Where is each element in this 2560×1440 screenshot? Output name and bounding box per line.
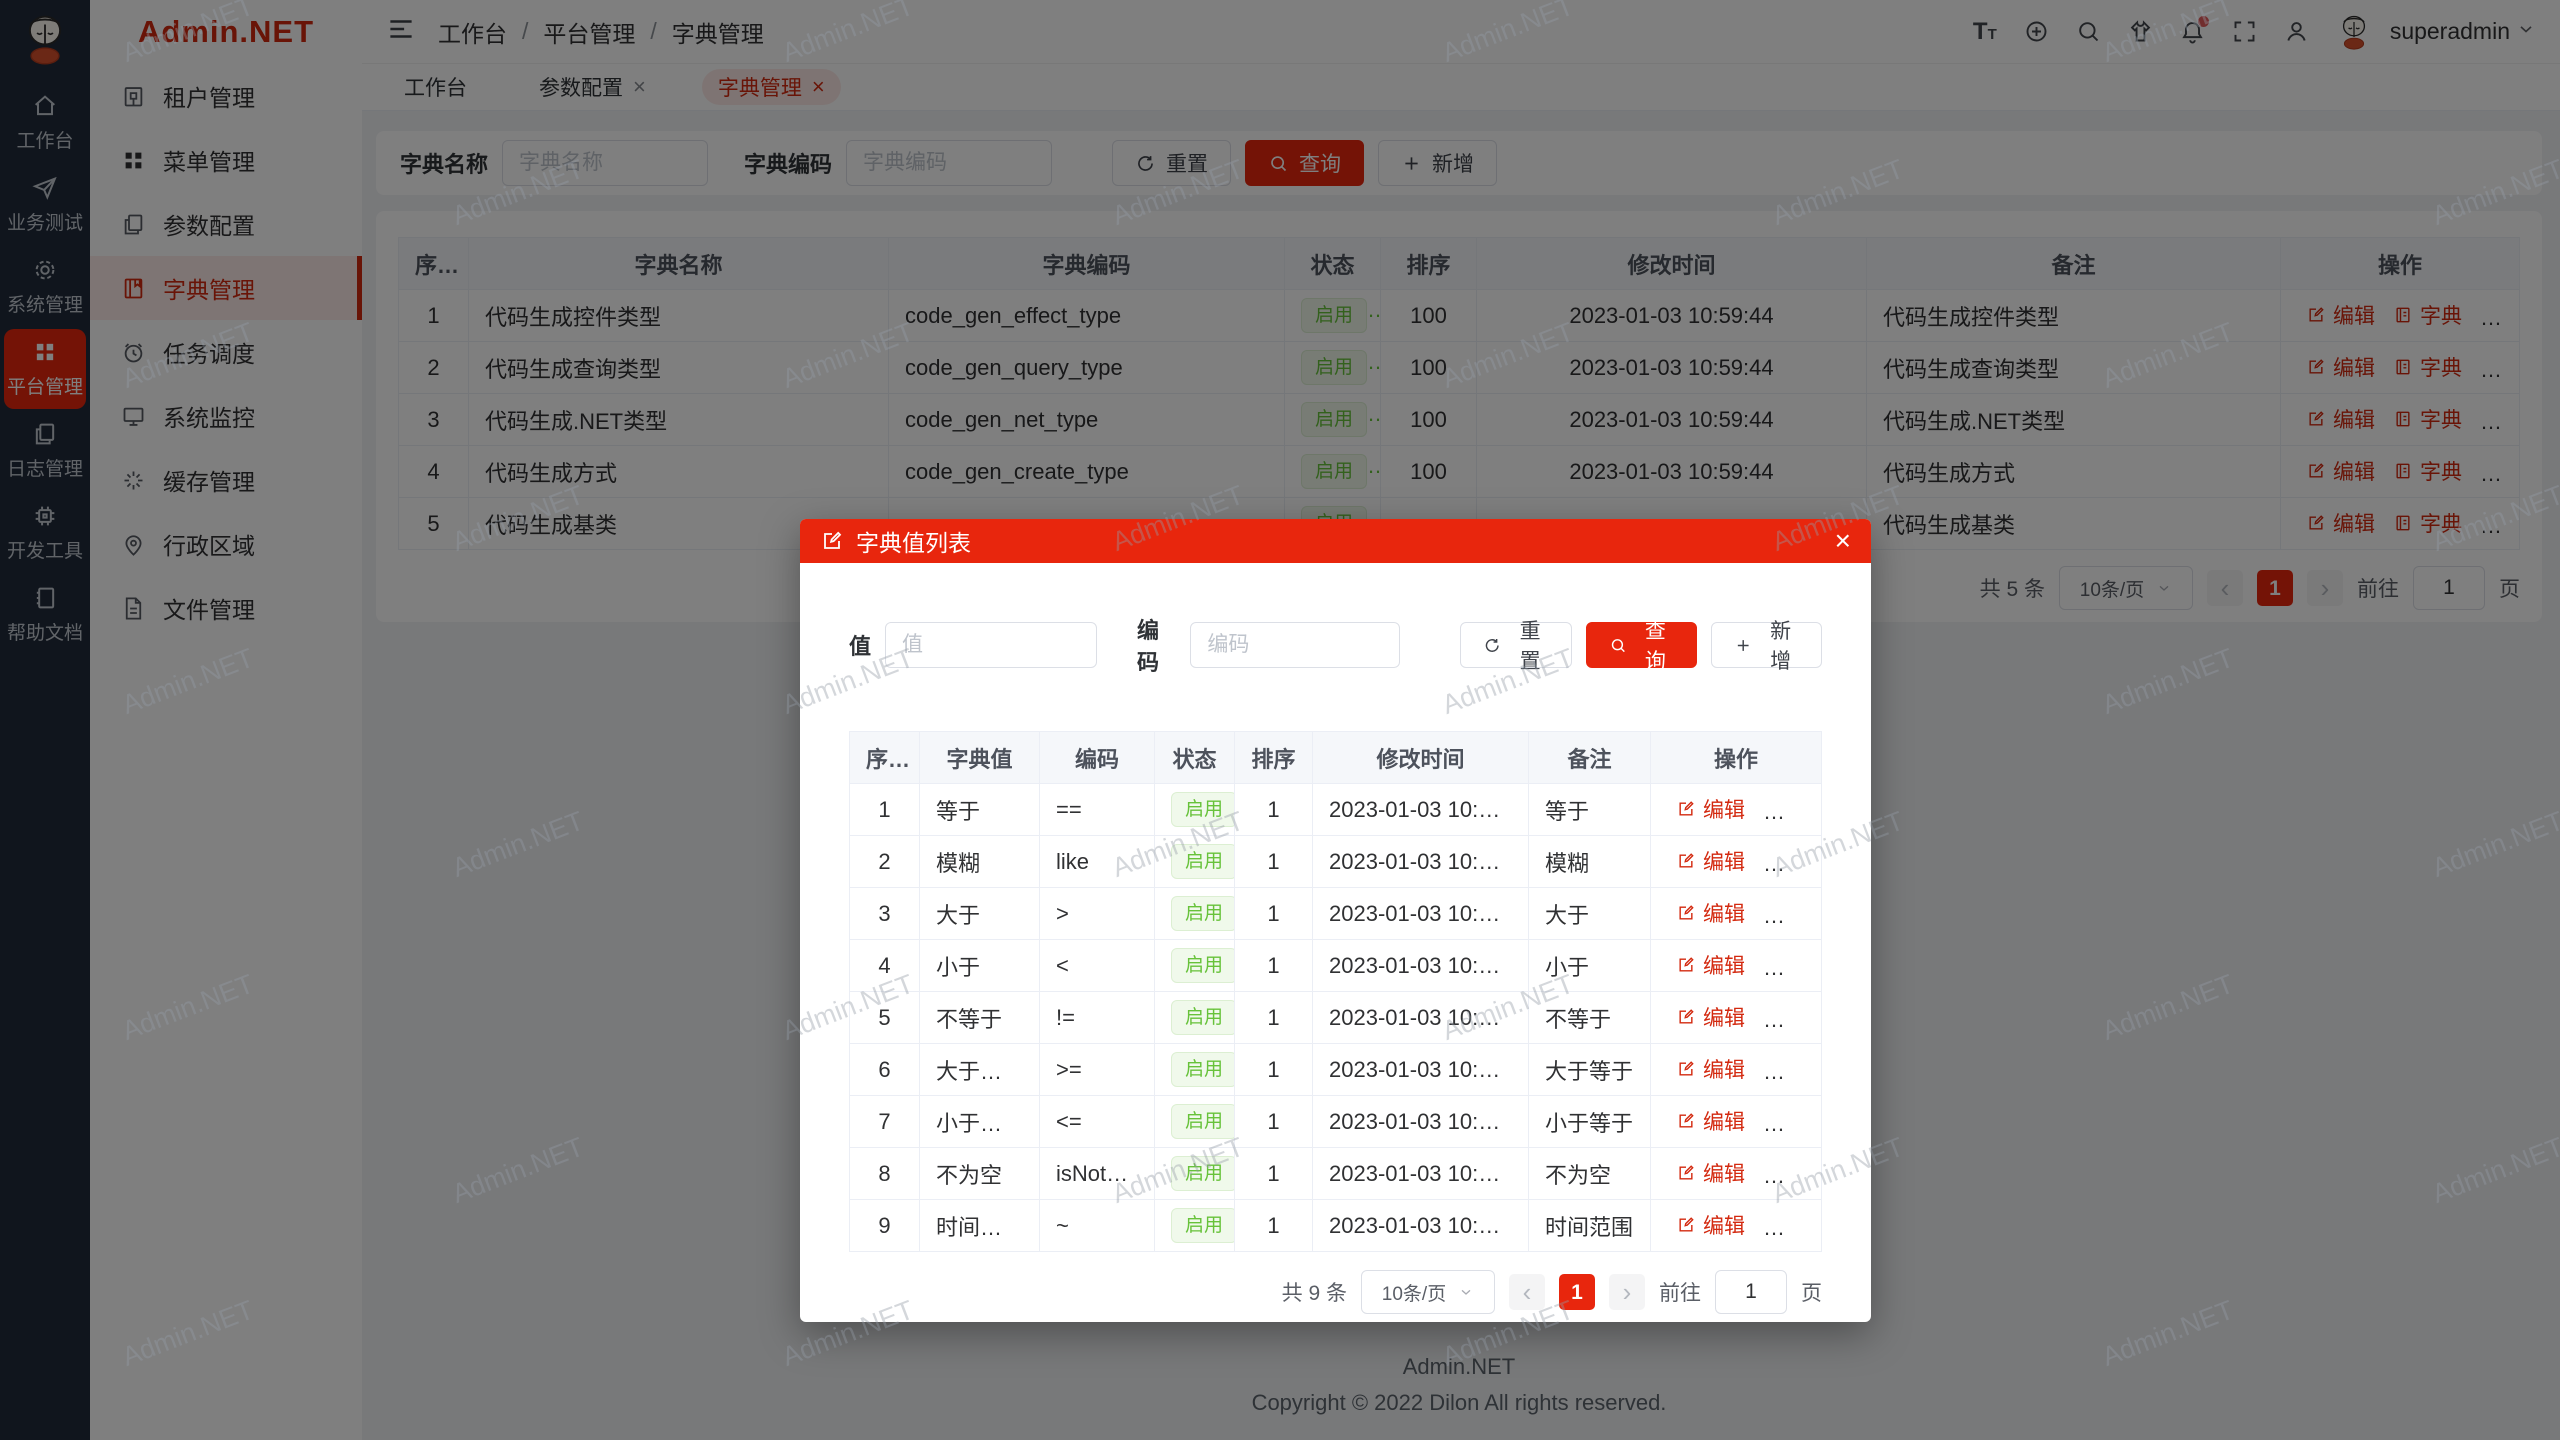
total-count: 共 9 条 xyxy=(1281,1282,1347,1305)
edit-icon xyxy=(1679,905,1694,920)
edit-action[interactable]: 编辑 xyxy=(1676,1158,1745,1188)
trash-icon xyxy=(1766,1010,1780,1025)
goto-label: 前往 xyxy=(1659,1282,1701,1305)
status-tag: 启用 xyxy=(1171,999,1234,1036)
field-label: 值 xyxy=(849,634,872,659)
edit-action[interactable]: 编辑 xyxy=(1676,1002,1745,1032)
modal-header: 字典值列表 × xyxy=(800,519,1871,563)
del-action[interactable]: 删除 xyxy=(1763,1054,1821,1084)
del-action[interactable]: 删除 xyxy=(1763,1158,1821,1188)
modal-reset-button[interactable]: 重置 xyxy=(1460,620,1572,673)
prev-page-button[interactable]: ‹ xyxy=(1509,1274,1545,1310)
del-action[interactable]: 删除 xyxy=(1763,794,1821,824)
goto-page-input[interactable] xyxy=(1715,1270,1787,1314)
chevron-down-icon xyxy=(1461,1289,1471,1295)
trash-icon xyxy=(1766,958,1780,973)
modal-query-button[interactable]: 查询 xyxy=(1585,620,1697,673)
edit-icon xyxy=(1679,1165,1694,1180)
edit-icon xyxy=(1679,1009,1694,1024)
trash-icon xyxy=(1766,1166,1780,1181)
modal-add-button[interactable]: 新增 xyxy=(1710,620,1822,673)
field-label: 编码 xyxy=(1137,618,1160,675)
modal-title: 字典值列表 xyxy=(856,530,971,556)
dict-value-table: 序号 字典值 编码 状态 排序 修改时间 备注 操作 1 等于 == 启用 1 2023-… xyxy=(849,731,1822,1252)
edit-action[interactable]: 编辑 xyxy=(1676,1106,1745,1136)
refresh-icon xyxy=(1486,638,1500,652)
trash-icon xyxy=(1766,1114,1780,1129)
status-tag: 启用 xyxy=(1171,1051,1234,1088)
edit-action[interactable]: 编辑 xyxy=(1676,846,1745,876)
trash-icon xyxy=(1766,1218,1780,1233)
code-input[interactable] xyxy=(1190,622,1401,668)
edit-icon xyxy=(1679,1217,1694,1232)
del-action[interactable]: 删除 xyxy=(1763,898,1821,928)
current-page-button[interactable]: 1 xyxy=(1559,1274,1595,1310)
del-action[interactable]: 删除 xyxy=(1763,1210,1821,1240)
plus-icon xyxy=(1737,639,1749,651)
status-tag: 启用 xyxy=(1171,1207,1234,1244)
del-action[interactable]: 删除 xyxy=(1763,1106,1821,1136)
status-tag: 启用 xyxy=(1171,895,1234,932)
table-header-row: 序号 字典值 编码 状态 排序 修改时间 备注 操作 xyxy=(849,731,1822,784)
trash-icon xyxy=(1766,906,1780,921)
del-action[interactable]: 删除 xyxy=(1763,1002,1821,1032)
search-icon xyxy=(1611,638,1625,652)
status-tag: 启用 xyxy=(1171,1103,1234,1140)
status-tag: 启用 xyxy=(1171,791,1234,828)
status-tag: 启用 xyxy=(1171,947,1234,984)
status-tag: 启用 xyxy=(1171,843,1234,880)
close-icon[interactable]: × xyxy=(1834,525,1851,556)
page-unit-label: 页 xyxy=(1801,1282,1822,1305)
edit-icon xyxy=(1679,957,1694,972)
trash-icon xyxy=(1766,854,1780,869)
edit-icon xyxy=(1679,853,1694,868)
edit-icon xyxy=(1679,801,1694,816)
value-input[interactable] xyxy=(885,622,1098,668)
edit-action[interactable]: 编辑 xyxy=(1676,1210,1745,1240)
next-page-button[interactable]: › xyxy=(1609,1274,1645,1310)
edit-icon xyxy=(824,531,842,549)
edit-icon xyxy=(1679,1061,1694,1076)
modal-body: 值 编码 重置 查询 新增 xyxy=(800,563,1871,1340)
modal-search-form: 值 编码 重置 查询 新增 xyxy=(849,613,1822,677)
table-row: 8 不为空 isNotNull 启用 1 2023-01-03 10:59:44 不为空 编辑… xyxy=(849,1147,1822,1200)
status-tag: 启用 xyxy=(1171,1155,1234,1192)
edit-action[interactable]: 编辑 xyxy=(1676,1054,1745,1084)
edit-action[interactable]: 编辑 xyxy=(1676,950,1745,980)
del-action[interactable]: 删除 xyxy=(1763,846,1821,876)
trash-icon xyxy=(1766,802,1780,817)
edit-icon xyxy=(1679,1113,1694,1128)
trash-icon xyxy=(1766,1062,1780,1077)
edit-action[interactable]: 编辑 xyxy=(1676,898,1745,928)
page-size-select[interactable]: 10条/页 xyxy=(1361,1270,1495,1314)
modal-pagination: 共 9 条 10条/页 ‹ 1 › 前往 页 xyxy=(849,1270,1822,1314)
edit-action[interactable]: 编辑 xyxy=(1676,794,1745,824)
dict-value-modal: 字典值列表 × 值 编码 重置 查询 新增 xyxy=(800,519,1871,1322)
del-action[interactable]: 删除 xyxy=(1763,950,1821,980)
